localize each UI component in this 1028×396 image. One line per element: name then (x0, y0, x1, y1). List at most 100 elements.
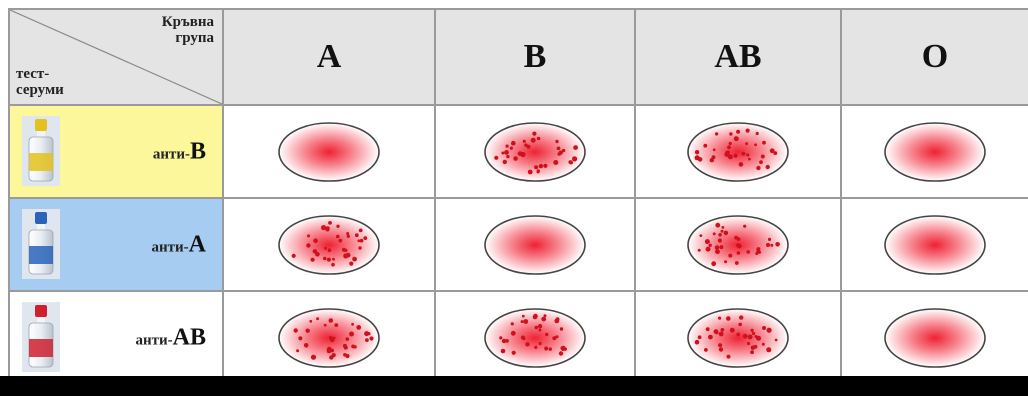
agglutination-dot (536, 136, 541, 140)
reaction-cell (634, 197, 842, 292)
agglutination-dot (729, 131, 733, 136)
agglutination-dot (721, 225, 725, 229)
agglutination-dot (715, 248, 720, 254)
agglutination-dot (321, 224, 327, 230)
agglutination-dot (336, 224, 340, 228)
agglutination-dot (755, 131, 759, 135)
reaction-cell (434, 290, 636, 385)
agglutination-dot (569, 160, 573, 164)
blood-group-table: Кръвна група тест- серуми A B AB O анти-… (8, 8, 1028, 385)
agglutination-dot (511, 350, 516, 355)
blood-drop (884, 121, 986, 182)
bottle-cap (35, 305, 47, 317)
corner-cell: Кръвна група тест- серуми (8, 8, 224, 106)
agglutination-dot (532, 131, 537, 136)
agglutination-dot (522, 139, 526, 143)
agglutination-dot (697, 156, 703, 162)
agglutination-dot (309, 319, 313, 323)
reaction-cell (222, 104, 436, 199)
agglutination-dot (558, 150, 563, 155)
serum-letter: B (189, 138, 206, 164)
agglutination-dot (765, 164, 770, 169)
agglutination-dot (755, 251, 759, 255)
agglutination-dot (534, 164, 539, 169)
agglutination-dot (775, 241, 780, 247)
agglutination-dot (354, 232, 359, 237)
agglutination-dot (572, 155, 578, 161)
reaction-drop (484, 121, 586, 182)
agglutination-dot (291, 253, 296, 258)
agglutination-dot (697, 248, 701, 252)
agglutination-dot (504, 149, 509, 155)
agglutination-dot (762, 140, 766, 145)
agglutination-dot (709, 157, 714, 162)
agglutination-dot (712, 147, 716, 151)
agglutination-dot (315, 251, 320, 256)
reaction-cell (634, 104, 842, 199)
agglutination-dot (359, 238, 364, 242)
agglutination-dot (699, 233, 703, 237)
agglutination-dot (328, 317, 334, 323)
agglutination-dot (538, 163, 544, 168)
reaction-drop (884, 307, 986, 368)
blood-drop (484, 214, 586, 275)
agglutination-dot (748, 157, 751, 160)
agglutination-dot (517, 150, 523, 156)
reaction-drop (484, 214, 586, 275)
agglutination-dot (719, 244, 724, 249)
agglutination-dot (509, 146, 513, 150)
bottle-neck (37, 131, 45, 137)
agglutination-dot (323, 323, 327, 327)
serum-name: анти-AB (136, 324, 207, 351)
row-label-anti-ab: анти-AB (8, 290, 224, 385)
agglutination-dot (745, 141, 748, 145)
corner-top-line: група (175, 30, 214, 46)
row-anti-a: анти-A (8, 197, 1028, 292)
row-label-anti-a: анти-A (8, 197, 224, 292)
agglutination-dot (745, 128, 750, 133)
reaction-drop (884, 121, 986, 182)
agglutination-dot (323, 256, 327, 260)
blood-drop (884, 307, 986, 368)
reaction-cell (222, 197, 436, 292)
agglutination-dot (733, 135, 739, 141)
agglutination-dot (343, 345, 348, 350)
agglutination-dot (717, 237, 722, 243)
agglutination-dot (726, 315, 731, 321)
agglutination-dot (728, 253, 733, 258)
agglutination-dot (545, 332, 549, 336)
bottle-cap (35, 212, 47, 224)
agglutination-dot (553, 159, 559, 165)
agglutination-dot (767, 237, 772, 241)
row-anti-ab: анти-AB (8, 290, 1028, 385)
bottom-black-bar (0, 376, 1028, 396)
agglutination-dot (346, 231, 350, 235)
blood-drop (687, 121, 789, 182)
agglutination-dot (573, 144, 578, 150)
reaction-cell (434, 104, 636, 199)
blood-drop (884, 214, 986, 275)
agglutination-dot (563, 347, 567, 351)
agglutination-dot (331, 262, 335, 266)
agglutination-dot (750, 345, 756, 350)
agglutination-dot (525, 341, 530, 346)
agglutination-dot (513, 155, 518, 161)
agglutination-dot (741, 151, 746, 156)
row-anti-b: анти-B (8, 104, 1028, 199)
agglutination-dot (747, 334, 753, 339)
agglutination-dot (736, 236, 741, 241)
agglutination-dot (500, 348, 506, 353)
corner-bottom-line: тест- (16, 66, 50, 82)
agglutination-dot (729, 327, 735, 333)
agglutination-dot (332, 257, 335, 261)
serum-bottle-icon (22, 116, 60, 186)
agglutination-dot (718, 331, 724, 336)
reaction-drop (884, 214, 986, 275)
reaction-cell (840, 104, 1028, 199)
reaction-cell (634, 290, 842, 385)
agglutination-dot (720, 327, 725, 332)
agglutination-dot (718, 342, 723, 347)
agglutination-dot (505, 338, 509, 343)
corner-diagonal-line (10, 10, 222, 104)
